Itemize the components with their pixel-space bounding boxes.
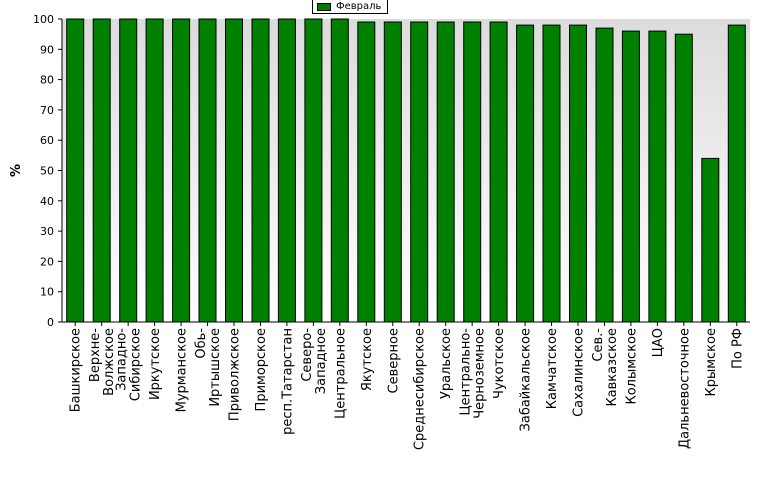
x-tick-label: По РФ <box>730 328 745 369</box>
bar <box>66 18 85 323</box>
x-tick-label: Приволжское <box>228 328 243 421</box>
bar <box>489 21 508 323</box>
y-tick-label: 20 <box>40 255 54 268</box>
bar <box>621 30 640 323</box>
x-tick-label: Дальневосточное <box>677 328 692 449</box>
bar <box>569 24 587 323</box>
x-tick-label: Западно-Сибирское <box>115 328 144 402</box>
x-tick-label: Центральное <box>333 328 348 419</box>
bar <box>516 24 535 323</box>
x-tick-label: Сев.-Кавказское <box>591 328 620 407</box>
y-axis-label: % <box>9 164 24 177</box>
y-tick-label: 10 <box>40 286 54 299</box>
bar <box>463 21 482 323</box>
bar <box>172 18 191 323</box>
y-tick-label: 60 <box>40 134 54 147</box>
bar <box>225 18 243 323</box>
x-tick-label: Башкирское <box>69 328 84 412</box>
bar <box>410 21 429 323</box>
x-tick-label: Камчатское <box>545 328 560 409</box>
y-tick-label: 30 <box>40 225 54 238</box>
y-tick-label: 0 <box>47 316 54 329</box>
bar <box>727 24 746 323</box>
x-tick-label: Забайкальское <box>519 328 534 431</box>
x-tick-label: Сахалинское <box>572 328 587 417</box>
x-tick-label: Среднесибирское <box>413 328 428 450</box>
x-tick-label: Чукотское <box>492 328 507 399</box>
x-tick-label: Мурманское <box>175 328 190 412</box>
bar <box>251 18 270 323</box>
x-tick-label: Центрально-Черноземное <box>459 328 488 419</box>
bar <box>119 18 138 323</box>
plot-area <box>62 19 750 322</box>
y-tick-label: 80 <box>40 74 54 87</box>
bar <box>330 18 349 323</box>
x-tick-label: Приморское <box>254 328 269 411</box>
x-tick-label: ЦАО <box>651 328 666 357</box>
x-tick-label: Северо-Западное <box>300 328 329 395</box>
x-tick-label: Северное <box>386 328 401 393</box>
bar <box>674 33 693 323</box>
x-tick-label: респ.Татарстан <box>280 328 295 435</box>
x-tick-label: Обь-Иртышское <box>194 328 223 407</box>
x-tick-label: Уральское <box>439 328 454 399</box>
y-tick-label: 40 <box>40 195 54 208</box>
y-tick-label: 50 <box>40 165 54 178</box>
bar <box>701 157 720 323</box>
bar <box>436 21 455 323</box>
x-tick-label: Якутское <box>360 328 375 391</box>
y-tick-label: 70 <box>40 104 54 117</box>
legend-label-fevral: Февраль <box>336 1 382 12</box>
bar <box>357 21 376 323</box>
bar <box>595 27 614 323</box>
y-tick-label: 90 <box>40 43 54 56</box>
bar <box>542 24 561 323</box>
x-tick-label: Верхне-Волжское <box>88 328 117 396</box>
x-tick-label: Иркутское <box>148 328 163 400</box>
bar <box>145 18 164 323</box>
bar <box>198 18 217 323</box>
bar <box>92 18 111 323</box>
bar <box>304 18 323 323</box>
legend-swatch-fevral <box>317 2 331 11</box>
bar <box>648 30 667 323</box>
bar <box>383 21 402 323</box>
x-tick-label: Колымское <box>624 328 639 405</box>
bar <box>277 18 296 323</box>
legend: Февраль <box>312 0 389 14</box>
y-tick-label: 100 <box>33 13 54 26</box>
x-tick-label: Крымское <box>704 328 719 397</box>
